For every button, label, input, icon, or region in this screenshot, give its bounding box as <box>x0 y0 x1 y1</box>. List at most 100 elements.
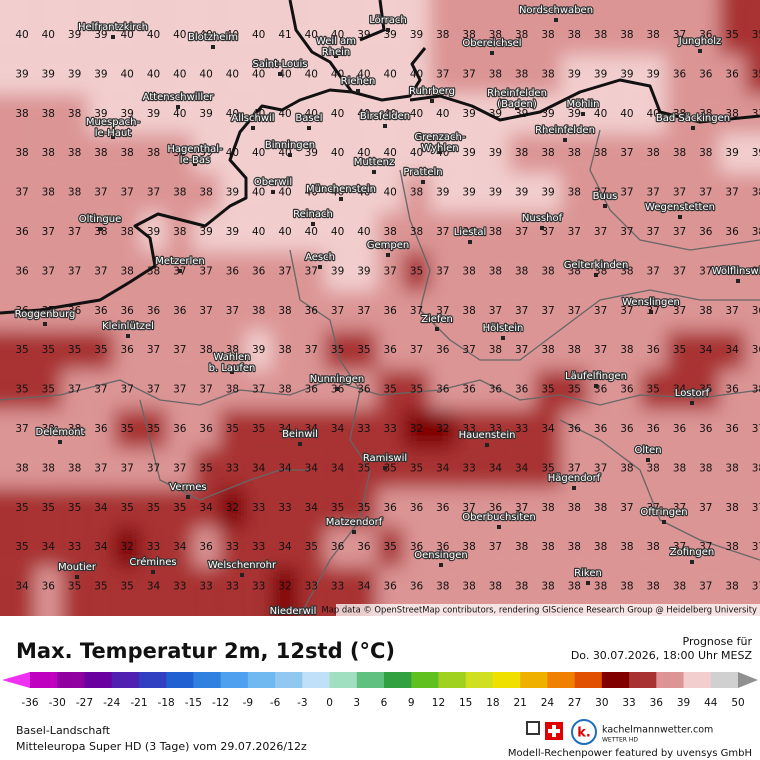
temperature-value: 40 <box>121 29 134 41</box>
temperature-cell <box>508 0 535 55</box>
temperature-value: 37 <box>94 265 107 277</box>
temperature-cell <box>140 291 167 331</box>
temperature-value: 36 <box>357 541 371 553</box>
temperature-cell <box>35 212 62 252</box>
temperature-cell <box>0 566 36 616</box>
temperature-cell <box>455 251 483 292</box>
temperature-value: 35 <box>384 462 397 474</box>
temperature-cell <box>482 527 509 567</box>
temperature-value: 40 <box>357 147 370 159</box>
temperature-cell <box>87 251 115 292</box>
temperature-value: 35 <box>94 344 107 356</box>
temperature-cell <box>61 566 88 616</box>
temperature-cell <box>298 448 325 489</box>
temperature-cell <box>666 133 693 173</box>
temperature-value: 37 <box>752 265 760 277</box>
temperature-value: 38 <box>68 147 81 159</box>
place-label: Helfrantzkirch <box>78 22 148 33</box>
temperature-value: 38 <box>173 187 186 199</box>
temperature-value: 34 <box>436 462 450 474</box>
temperature-value: 37 <box>673 187 686 199</box>
temperature-value: 38 <box>647 29 660 41</box>
temperature-value: 34 <box>147 581 161 593</box>
temperature-value: 33 <box>173 581 186 593</box>
place-label: Obereichsel <box>462 38 521 49</box>
temperature-cell <box>298 488 325 528</box>
temperature-cell <box>534 448 562 489</box>
temperature-value: 32 <box>436 423 449 435</box>
temperature-value: 38 <box>147 265 160 277</box>
temperature-value: 39 <box>331 265 344 277</box>
temperature-value: 39 <box>410 29 423 41</box>
place-marker <box>193 162 197 166</box>
temperature-value: 34 <box>331 423 345 435</box>
temperature-value: 33 <box>384 423 397 435</box>
place-label: Reinach <box>293 209 333 220</box>
temperature-cell <box>508 527 535 567</box>
temperature-cell <box>666 409 693 449</box>
temperature-cell <box>219 488 246 528</box>
temperature-value: 38 <box>541 502 554 514</box>
temperature-value: 39 <box>541 108 554 120</box>
temperature-value: 38 <box>462 541 475 553</box>
temperature-value: 37 <box>199 265 212 277</box>
temperature-cell <box>114 448 141 489</box>
temperature-cell <box>482 291 509 331</box>
temperature-value: 39 <box>305 147 318 159</box>
place-label: Olten <box>634 445 661 456</box>
temperature-value: 34 <box>515 462 529 474</box>
temperature-cell <box>613 94 641 134</box>
temperature-value: 39 <box>462 187 475 199</box>
temperature-value: 34 <box>15 581 29 593</box>
place-label: Grenzach- <box>415 132 466 143</box>
temperature-value: 36 <box>647 344 661 356</box>
temperature-value: 37 <box>410 305 423 317</box>
place-label: Jungholz <box>678 36 721 47</box>
place-label: Vermes <box>169 482 206 493</box>
colorbar-tick-label: 3 <box>353 697 360 709</box>
temperature-cell <box>482 409 509 449</box>
temperature-cell <box>482 488 509 528</box>
temperature-cell <box>87 0 115 55</box>
place-label: (Baden) <box>497 99 537 110</box>
temperature-value: 39 <box>462 108 475 120</box>
temperature-value: 37 <box>305 344 318 356</box>
temperature-cell <box>403 409 430 449</box>
temperature-cell <box>87 291 115 331</box>
colorbar-tick-label: -18 <box>158 697 175 709</box>
temperature-value: 38 <box>620 344 633 356</box>
temperature-value: 38 <box>594 147 607 159</box>
temperature-cell <box>166 448 193 489</box>
temperature-cell <box>666 369 693 410</box>
colorbar-tick-label: -15 <box>185 697 202 709</box>
place-marker <box>372 170 376 174</box>
temperature-value: 36 <box>620 423 634 435</box>
temperature-value: 38 <box>594 541 607 553</box>
temperature-cell <box>561 369 588 410</box>
temperature-value: 36 <box>752 305 760 317</box>
temperature-value: 36 <box>121 344 135 356</box>
temperature-cell <box>561 409 588 449</box>
temperature-cell <box>166 330 193 370</box>
place-label: Hagenthal- <box>167 144 223 155</box>
temperature-cell <box>587 94 614 134</box>
temperature-cell <box>0 133 36 173</box>
temperature-cell <box>166 527 193 567</box>
temperature-cell <box>718 172 746 213</box>
temperature-cell <box>298 133 325 173</box>
place-label: Wyhlen <box>421 143 458 154</box>
temperature-cell <box>377 527 404 567</box>
temperature-value: 36 <box>725 265 739 277</box>
temperature-cell <box>587 251 614 292</box>
temperature-value: 38 <box>541 344 554 356</box>
temperature-value: 35 <box>752 29 760 41</box>
temperature-value: 38 <box>278 384 291 396</box>
temperature-value: 35 <box>752 68 760 80</box>
temperature-value: 36 <box>725 226 739 238</box>
temperature-cell <box>114 54 141 95</box>
model-run: Mitteleuropa Super HD (3 Tage) vom 29.07… <box>16 740 307 753</box>
colorbar-arrow <box>2 672 30 688</box>
temperature-cell <box>377 330 404 370</box>
temperature-cell <box>429 54 456 95</box>
temperature-value: 38 <box>568 147 581 159</box>
